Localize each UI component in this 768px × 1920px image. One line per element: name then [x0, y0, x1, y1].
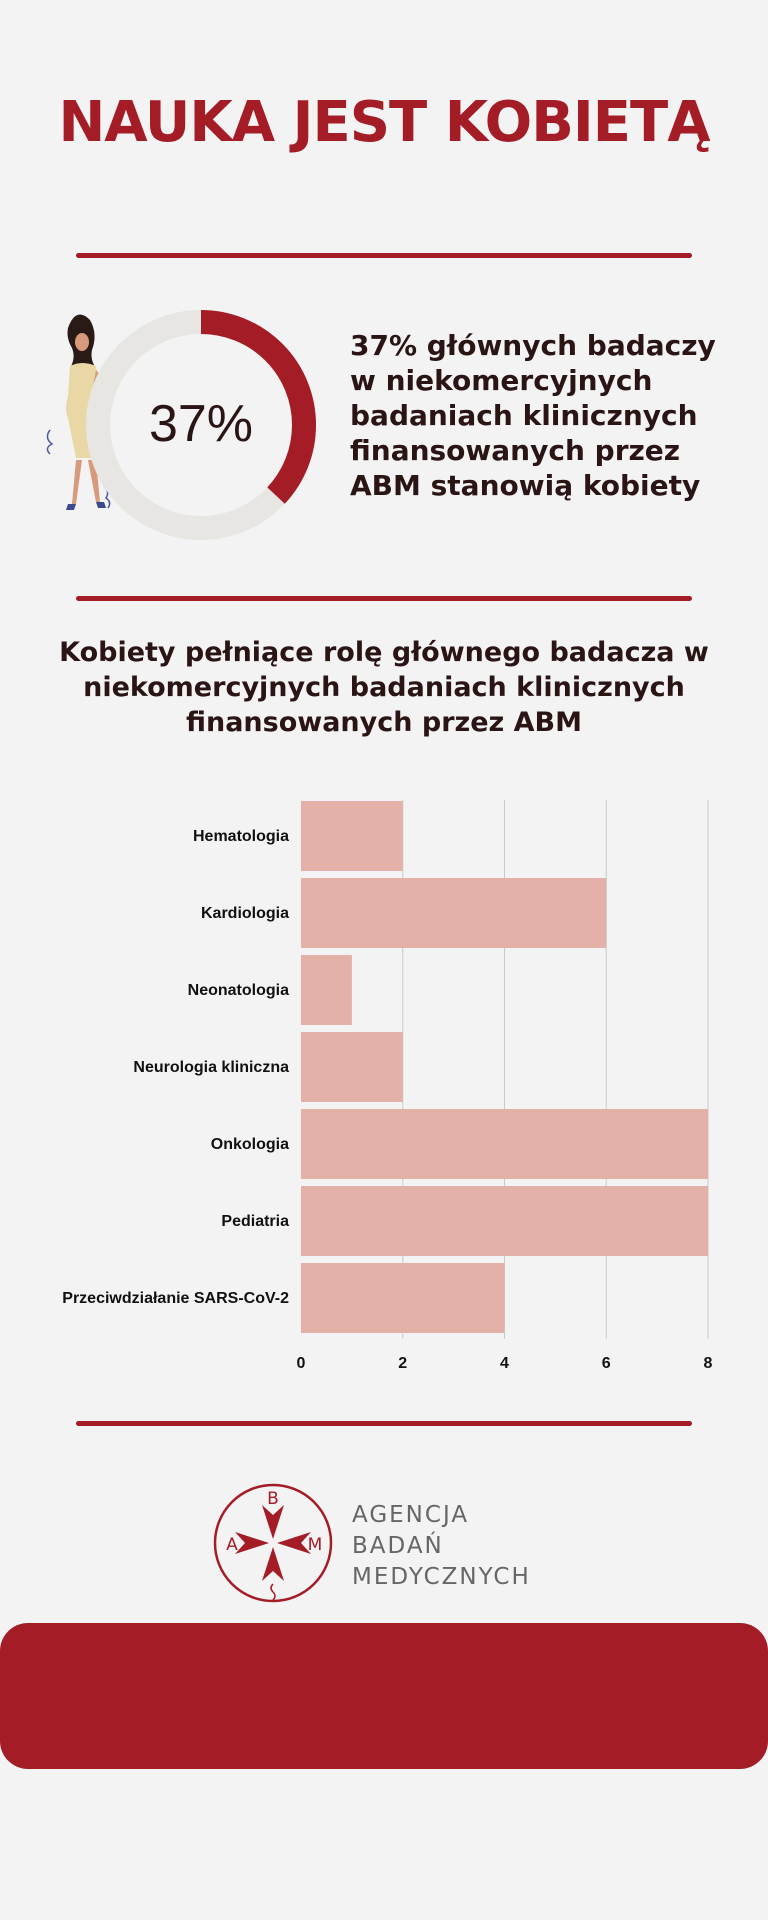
bar-chart: Hematologia Kardiologia Neonatologia Neurol…	[62, 800, 713, 1372]
category-label: Neonatologia	[188, 982, 289, 999]
page-title: NAUKA JEST KOBIETĄ	[58, 90, 710, 155]
logo-letter-a: A	[226, 1535, 238, 1555]
bar	[301, 1109, 708, 1179]
abm-logo: B A M AGENCJA BADAŃ MEDYCZNYCH	[210, 1480, 590, 1610]
bar	[301, 801, 403, 871]
bar	[301, 1263, 505, 1333]
logo-line-3: MEDYCZNYCH	[352, 1564, 531, 1590]
logo-line-1: AGENCJA	[352, 1502, 470, 1528]
bar	[301, 1186, 708, 1256]
donut-value-arc	[86, 310, 316, 540]
category-label: Hematologia	[193, 828, 289, 845]
ticks-layer: 0 2 4 6 8	[297, 1355, 713, 1372]
bottom-divider	[76, 1421, 692, 1426]
donut-center-label: 37%	[149, 395, 253, 453]
top-divider	[76, 253, 692, 258]
chart-title: Kobiety pełniące rolę głównego badacza w…	[59, 637, 709, 738]
donut-chart: 37%	[46, 310, 316, 540]
logo-letter-b: B	[267, 1489, 279, 1509]
x-tick-label: 6	[602, 1355, 611, 1372]
footer-band	[0, 1623, 768, 1769]
x-tick-label: 0	[297, 1355, 306, 1372]
logo-wordmark: AGENCJA BADAŃ MEDYCZNYCH	[352, 1500, 531, 1593]
middle-divider	[76, 596, 692, 601]
bars-layer	[301, 801, 708, 1333]
bar	[301, 878, 607, 948]
abm-emblem-icon: B A M	[213, 1483, 333, 1603]
x-tick-label: 8	[704, 1355, 713, 1372]
logo-letter-m: M	[308, 1535, 323, 1555]
logo-line-2: BADAŃ	[352, 1533, 444, 1559]
category-label: Onkologia	[211, 1136, 289, 1153]
x-tick-label: 4	[500, 1355, 509, 1372]
category-label: Kardiologia	[201, 905, 289, 922]
category-label: Neurologia kliniczna	[133, 1059, 289, 1076]
category-label: Pediatria	[221, 1213, 289, 1230]
bar	[301, 955, 352, 1025]
donut-description: 37% głównych badaczy w niekomercyjnych b…	[350, 329, 716, 502]
category-label: Przeciwdziałanie SARS-CoV-2	[62, 1290, 289, 1307]
bar	[301, 1032, 403, 1102]
x-tick-label: 2	[398, 1355, 407, 1372]
labels-layer: Hematologia Kardiologia Neonatologia Neurol…	[62, 828, 289, 1307]
